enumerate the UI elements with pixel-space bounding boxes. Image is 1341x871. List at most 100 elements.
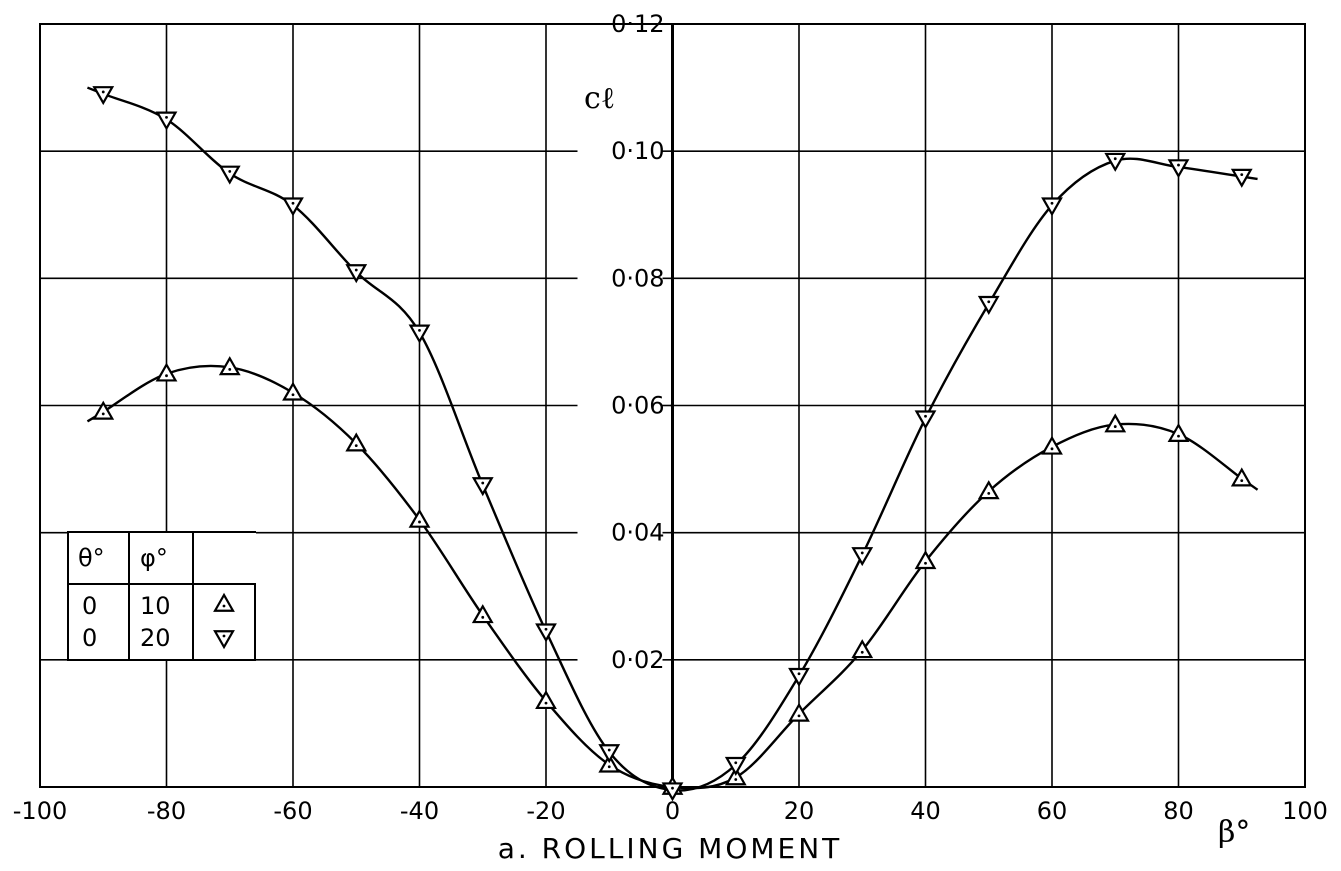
data-point-triangle-up — [851, 639, 874, 659]
data-point-triangle-down-dot — [481, 481, 485, 485]
y-tick-label: 0·02 — [611, 646, 664, 674]
legend-row2-phi: 20 — [140, 624, 171, 652]
legend-marker-triangle-up — [213, 592, 235, 612]
data-point-triangle-down-dot — [228, 170, 232, 173]
data-point-triangle-down — [408, 324, 431, 344]
y-axis-label: cℓ — [584, 81, 615, 116]
y-tick-label: 0·06 — [611, 392, 664, 420]
data-point-triangle-up-dot — [291, 393, 295, 397]
data-point-triangle-down-dot — [860, 551, 864, 555]
data-point-triangle-up — [155, 362, 178, 382]
legend-table: θ° φ° 0 10 0 20 — [67, 531, 256, 661]
data-point-triangle-down — [345, 264, 368, 284]
data-point-triangle-up-dot — [860, 650, 864, 654]
markers — [92, 86, 1253, 802]
data-point-triangle-down — [724, 756, 747, 776]
data-point-triangle-up — [977, 480, 1000, 500]
y-tick-label: 0·04 — [611, 519, 664, 547]
data-point-triangle-up-dot — [607, 765, 611, 769]
data-point-triangle-up-dot — [987, 491, 991, 495]
data-point-triangle-up-dot — [1113, 425, 1117, 428]
data-point-triangle-down — [661, 782, 684, 802]
legend-row1-phi: 10 — [140, 592, 171, 620]
legend-row1-theta: 0 — [82, 592, 97, 620]
x-axis-label: β° — [1218, 815, 1250, 850]
legend-symbol-up-dot — [222, 604, 226, 608]
x-tick-label: 0 — [665, 797, 680, 825]
y-tick-label: 0·10 — [611, 137, 664, 165]
data-point-triangle-down-dot — [671, 786, 674, 790]
data-point-triangle-up — [1104, 413, 1127, 433]
data-point-triangle-down — [218, 165, 241, 185]
data-point-triangle-down — [598, 744, 621, 764]
data-point-triangle-up — [1041, 435, 1063, 455]
data-point-triangle-up-dot — [1240, 479, 1244, 483]
data-point-triangle-up — [345, 432, 368, 452]
x-tick-label: -20 — [526, 797, 565, 825]
legend-symbol-down — [213, 630, 235, 650]
x-tick-label: 60 — [1037, 797, 1068, 825]
data-point-triangle-down — [1167, 159, 1190, 179]
x-tick-label: -40 — [400, 797, 439, 825]
data-point-triangle-up-dot — [1050, 447, 1054, 451]
data-point-triangle-up-dot — [418, 520, 421, 524]
x-tick-label: -100 — [13, 797, 67, 825]
data-point-triangle-up — [92, 400, 115, 420]
data-point-triangle-down — [788, 667, 810, 687]
data-point-triangle-down-dot — [354, 268, 358, 272]
legend-header-phi: φ° — [140, 544, 168, 572]
x-tick-label: 80 — [1163, 797, 1194, 825]
data-point-triangle-down-dot — [418, 328, 421, 332]
data-point-triangle-down-dot — [165, 115, 168, 119]
y-tick-label: 0·12 — [611, 10, 664, 38]
x-tick-label: -80 — [147, 797, 186, 825]
legend-symbol-down-dot — [222, 634, 226, 638]
data-point-triangle-up — [1167, 422, 1190, 442]
data-point-triangle-down — [1041, 197, 1063, 217]
data-point-triangle-up — [471, 604, 494, 624]
x-tick-label: 40 — [910, 797, 941, 825]
data-point-triangle-up-dot — [1177, 434, 1180, 438]
legend-header-theta: θ° — [78, 544, 105, 572]
data-point-triangle-up-dot — [544, 701, 548, 705]
data-point-triangle-up-dot — [354, 444, 358, 448]
data-point-triangle-down-dot — [607, 748, 611, 752]
data-point-triangle-down — [155, 111, 178, 131]
data-point-triangle-up-dot — [734, 778, 738, 781]
data-point-triangle-down-dot — [987, 300, 991, 304]
data-point-triangle-down — [282, 197, 304, 217]
data-point-triangle-down-dot — [797, 672, 801, 676]
chart-title: a. ROLLING MOMENT — [498, 832, 843, 865]
data-point-triangle-down-dot — [924, 414, 927, 418]
tick-labels: -100 -80 -60 -40 -20 0 20 40 60 80 1000·020·040·06… — [13, 10, 1328, 825]
x-tick-label: 100 — [1282, 797, 1328, 825]
data-point-triangle-down-dot — [544, 627, 548, 631]
data-point-triangle-up — [598, 753, 621, 773]
data-point-triangle-down — [535, 623, 557, 643]
data-point-triangle-up-dot — [797, 714, 801, 718]
data-point-triangle-up-dot — [924, 561, 927, 565]
data-point-triangle-down-dot — [291, 201, 295, 205]
data-point-triangle-up — [788, 702, 810, 722]
data-point-triangle-down — [851, 547, 874, 567]
data-point-triangle-down — [92, 86, 115, 106]
data-point-triangle-down — [471, 477, 494, 497]
data-point-triangle-up-dot — [101, 412, 105, 416]
x-tick-label: 20 — [784, 797, 815, 825]
data-point-triangle-up-dot — [481, 615, 485, 619]
legend-marker-triangle-down — [213, 630, 235, 650]
data-point-triangle-up — [1230, 467, 1253, 487]
legend-symbol-up — [213, 592, 235, 612]
y-tick-label: 0·08 — [611, 264, 664, 292]
data-point-triangle-down-dot — [734, 761, 738, 765]
data-point-triangle-down-dot — [1050, 201, 1054, 205]
legend-empty-header-cell — [194, 533, 256, 583]
data-point-triangle-up — [914, 550, 937, 570]
data-point-triangle-up — [408, 508, 431, 528]
data-point-triangle-up — [535, 689, 557, 710]
data-point-triangle-down-dot — [1113, 157, 1117, 161]
data-point-triangle-down-dot — [1240, 173, 1244, 177]
data-point-triangle-up-dot — [165, 374, 168, 378]
x-tick-label: -60 — [273, 797, 312, 825]
